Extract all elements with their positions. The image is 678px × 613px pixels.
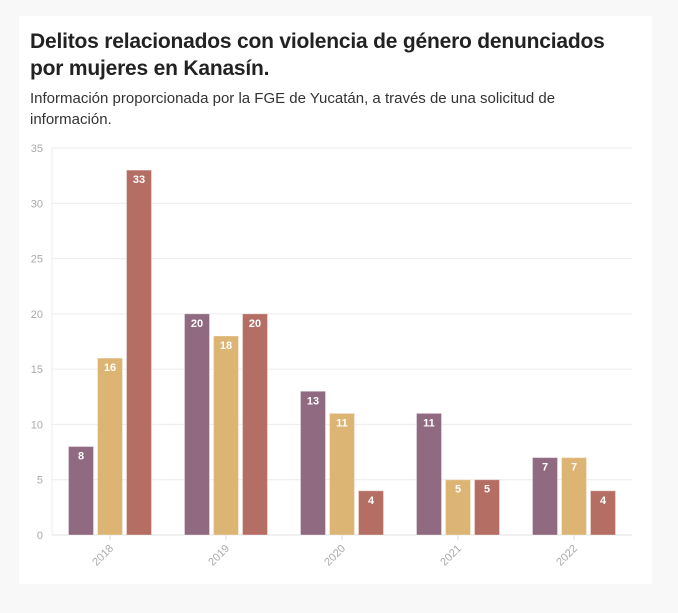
bar-data-label: 11 bbox=[423, 417, 435, 429]
y-tick-label: 35 bbox=[31, 143, 43, 155]
bar-data-label: 20 bbox=[249, 318, 261, 330]
x-tick-label: 2021 bbox=[438, 543, 464, 569]
bar bbox=[97, 357, 123, 536]
bar-data-label: 16 bbox=[104, 362, 116, 374]
bar bbox=[184, 313, 210, 536]
bar-data-label: 4 bbox=[600, 495, 607, 507]
bar bbox=[329, 412, 355, 536]
bars: 8 16 33 20 18 20 13 11 4 11 5 5 7 7 4 bbox=[68, 169, 616, 536]
bar-data-label: 13 bbox=[307, 395, 319, 407]
y-tick-label: 20 bbox=[31, 309, 43, 321]
bar bbox=[474, 479, 500, 536]
bar bbox=[590, 490, 616, 536]
y-tick-label: 5 bbox=[37, 475, 43, 487]
x-tick-label: 2019 bbox=[206, 543, 232, 569]
x-tick-label: 2020 bbox=[322, 543, 348, 569]
bar-data-label: 5 bbox=[484, 484, 490, 496]
chart-card: Delitos relacionados con violencia de gé… bbox=[19, 16, 652, 584]
bar-data-label: 7 bbox=[542, 462, 548, 474]
chart-title: Delitos relacionados con violencia de gé… bbox=[30, 30, 605, 80]
bar-data-label: 8 bbox=[78, 451, 84, 463]
bar-data-label: 7 bbox=[571, 462, 577, 474]
bar bbox=[213, 335, 239, 536]
bar-data-label: 4 bbox=[368, 495, 375, 507]
y-axis: 0 5 10 15 20 25 30 35 bbox=[31, 143, 43, 542]
x-axis: 2018 2019 2020 2021 2022 bbox=[90, 535, 580, 568]
y-tick-label: 10 bbox=[31, 419, 43, 431]
bar bbox=[358, 490, 384, 536]
bar bbox=[68, 446, 94, 536]
bar bbox=[126, 169, 152, 536]
x-tick-label: 2018 bbox=[90, 543, 116, 569]
bar bbox=[242, 313, 268, 536]
bar bbox=[416, 412, 442, 536]
bar-data-label: 11 bbox=[336, 417, 348, 429]
bar-data-label: 20 bbox=[191, 318, 203, 330]
bar-data-label: 18 bbox=[220, 340, 232, 352]
bar-data-label: 33 bbox=[133, 174, 145, 186]
y-tick-label: 0 bbox=[37, 530, 43, 542]
bar-data-label: 5 bbox=[455, 484, 461, 496]
bar bbox=[561, 457, 587, 536]
y-tick-label: 25 bbox=[31, 254, 43, 266]
y-tick-label: 30 bbox=[31, 198, 43, 210]
bar bbox=[300, 390, 326, 536]
bar bbox=[445, 479, 471, 536]
bar bbox=[532, 457, 558, 536]
x-tick-label: 2022 bbox=[554, 543, 580, 569]
chart-subtitle: Información proporcionada por la FGE de … bbox=[30, 90, 556, 128]
y-tick-label: 15 bbox=[31, 364, 43, 376]
